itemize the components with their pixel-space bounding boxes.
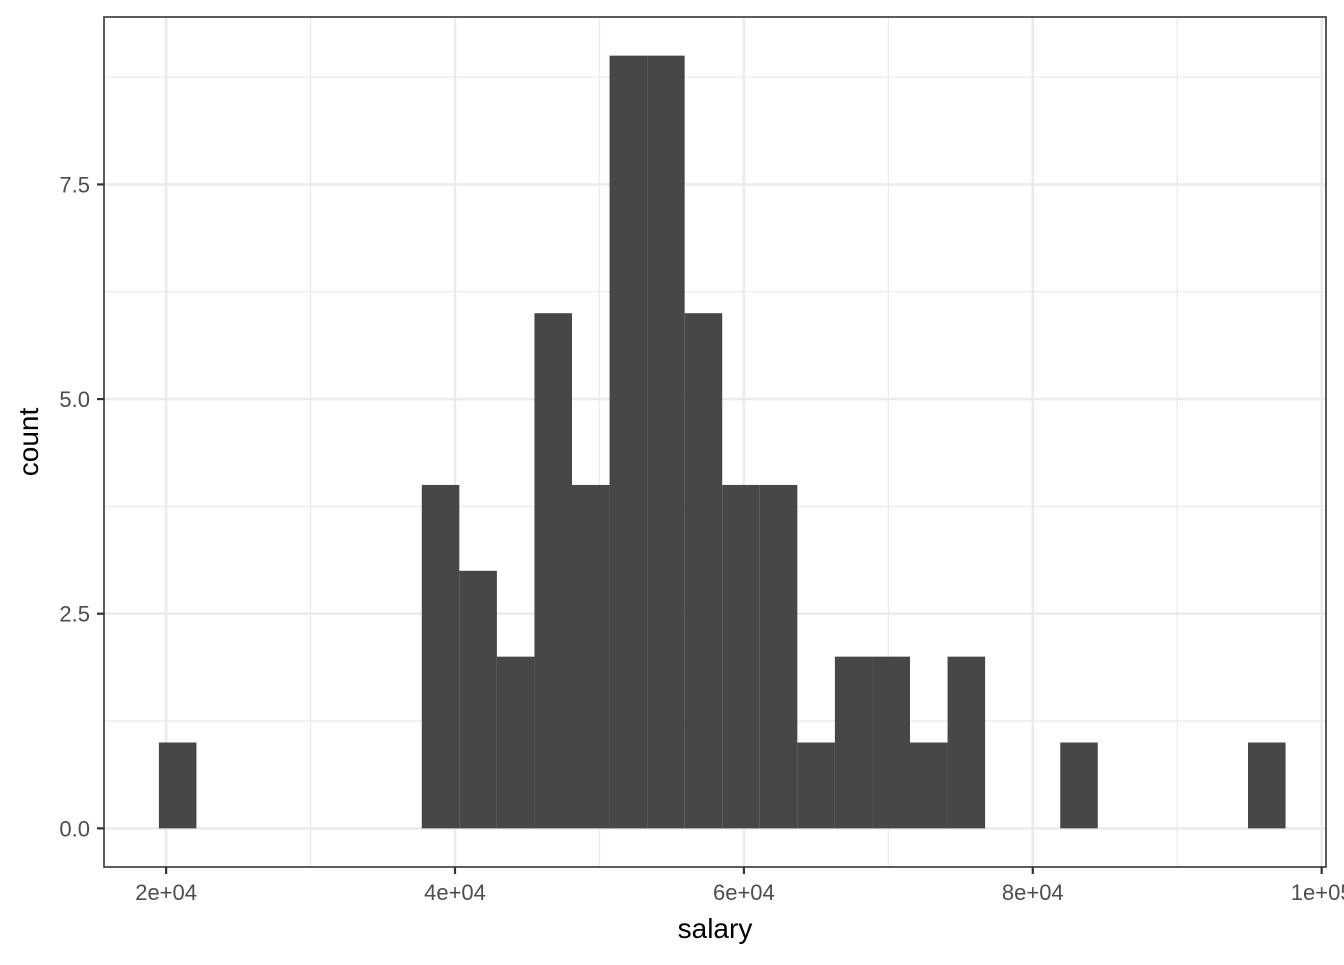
histogram-bar xyxy=(759,484,798,829)
x-axis-title: salary xyxy=(678,913,753,944)
histogram-bar xyxy=(947,656,986,829)
y-tick-label: 7.5 xyxy=(59,172,90,197)
x-axis: 2e+04 4e+04 6e+04 8e+04 1e+05 xyxy=(135,867,1344,905)
y-tick-label: 5.0 xyxy=(59,387,90,412)
histogram-bar xyxy=(1248,742,1286,829)
histogram-bar xyxy=(722,484,760,829)
x-tick-label: 4e+04 xyxy=(424,880,486,905)
x-tick-label: 1e+05 xyxy=(1291,880,1344,905)
histogram-bar xyxy=(797,742,835,829)
histogram-bar xyxy=(684,313,723,829)
histogram-bar xyxy=(834,656,873,829)
histogram-bar xyxy=(872,656,910,829)
histogram-bars xyxy=(158,55,1286,829)
histogram-bar xyxy=(421,484,460,829)
x-tick-label: 8e+04 xyxy=(1002,880,1064,905)
histogram-bar xyxy=(496,656,535,829)
histogram-bar xyxy=(572,484,610,829)
histogram-bar xyxy=(1060,742,1098,829)
histogram-bar xyxy=(459,570,497,829)
y-axis: 0.0 2.5 5.0 7.5 xyxy=(59,172,104,841)
x-tick-label: 6e+04 xyxy=(713,880,775,905)
histogram-bar xyxy=(910,742,948,829)
histogram-bar xyxy=(647,55,685,829)
y-tick-label: 2.5 xyxy=(59,602,90,627)
y-axis-title: count xyxy=(13,408,44,477)
x-tick-label: 2e+04 xyxy=(135,880,197,905)
y-tick-label: 0.0 xyxy=(59,816,90,841)
plot-panel-border xyxy=(103,16,1327,868)
histogram-bar xyxy=(609,55,648,829)
histogram-bar xyxy=(158,742,197,829)
histogram-bar xyxy=(534,313,572,829)
